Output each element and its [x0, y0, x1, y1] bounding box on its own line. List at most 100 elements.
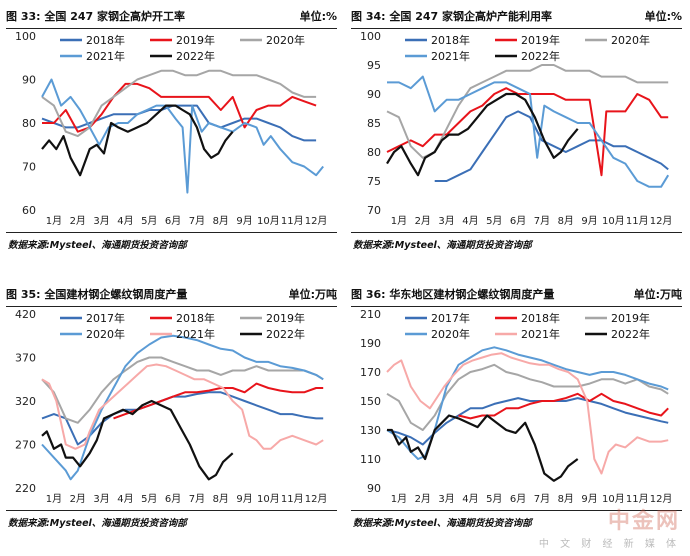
series-line-2021年 [41, 78, 324, 194]
y-tick-label: 90 [22, 74, 36, 87]
x-tick-label: 8月 [558, 493, 574, 505]
chart-unit: 单位:% [644, 10, 682, 23]
chart-unit: 单位:万吨 [633, 288, 682, 301]
x-tick-label: 12月 [305, 215, 328, 227]
chart-title: 图 35: 全国建材钢企螺纹钢周度产量 [6, 288, 188, 301]
x-tick-label: 4月 [462, 493, 478, 505]
chart-panel-35: 图 35: 全国建材钢企螺纹钢周度产量 单位:万吨 220 270 320 370 42… [0, 278, 345, 556]
x-tick-label: 3月 [93, 215, 109, 227]
legend-label: 2021年 [431, 49, 470, 63]
header-rule [351, 28, 682, 29]
series-line-2020年 [41, 334, 324, 481]
series-line-2022年 [41, 399, 234, 481]
x-tick-label: 11月 [626, 493, 649, 505]
series-line-2018年 [458, 392, 669, 420]
y-tick-label: 70 [22, 161, 36, 174]
x-tick-label: 1月 [391, 215, 407, 227]
x-tick-label: 4月 [117, 215, 133, 227]
chart-panel-36: 图 36: 华东地区建材钢企螺纹钢周度产量 单位:万吨 90 110 130 150 1… [345, 278, 690, 556]
legend-label: 2019年 [521, 33, 560, 47]
panel-header: 图 33: 全国 247 家钢企高炉开工率 单位:% [6, 2, 337, 28]
y-tick-label: 70 [367, 204, 381, 217]
series-line-2021年 [386, 352, 669, 475]
y-tick-label: 270 [15, 439, 36, 452]
x-tick-label: 10月 [602, 215, 625, 227]
footer-rule [6, 510, 337, 511]
x-tick-label: 10月 [257, 493, 280, 505]
chart-source: 数据来源:Mysteel、海通期货投资咨询部 [8, 240, 187, 251]
x-tick-label: 3月 [438, 493, 454, 505]
legend-label: 2022年 [266, 327, 305, 341]
legend-label: 2018年 [431, 33, 470, 47]
x-tick-label: 12月 [650, 493, 673, 505]
x-tick-label: 1月 [46, 493, 62, 505]
x-tick-label: 9月 [581, 215, 597, 227]
chart-plot: 90 110 130 150 170 190 210 1月 2月 3月 4月 5月 6月 7月 8月 9月 10… [360, 308, 673, 505]
legend-label: 2018年 [86, 33, 125, 47]
series-line-2022年 [387, 414, 579, 482]
legend-label: 2018年 [176, 311, 215, 325]
series-line-2019年 [41, 356, 324, 424]
x-tick-label: 1月 [46, 215, 62, 227]
x-tick-label: 6月 [510, 215, 526, 227]
x-tick-label: 5月 [141, 493, 157, 505]
x-tick-label: 11月 [281, 215, 304, 227]
chart-panel-34: 图 34: 全国 247 家钢企高炉产能利用率 单位:% 70 75 80 85 90 9… [345, 0, 690, 278]
y-tick-label: 420 [15, 308, 36, 321]
legend-label: 2021年 [86, 49, 125, 63]
y-tick-label: 220 [15, 482, 36, 495]
series-line-2021年 [41, 363, 324, 450]
y-tick-label: 100 [360, 30, 381, 43]
y-tick-label: 170 [360, 366, 381, 379]
y-tick-label: 190 [360, 337, 381, 350]
x-tick-label: 4月 [117, 493, 133, 505]
legend-label: 2021年 [176, 327, 215, 341]
y-tick-label: 80 [22, 117, 36, 130]
legend-label: 2017年 [86, 311, 125, 325]
x-tick-label: 7月 [189, 215, 205, 227]
legend-label: 2022年 [611, 327, 650, 341]
watermark: 中金网 中 文 财 经 新 媒 体 [539, 503, 680, 550]
x-tick-label: 1月 [391, 493, 407, 505]
header-rule [351, 306, 682, 307]
x-tick-label: 6月 [165, 493, 181, 505]
x-tick-label: 7月 [534, 493, 550, 505]
chart-unit: 单位:% [299, 10, 337, 23]
series-line-2019年 [386, 363, 669, 431]
x-tick-label: 12月 [305, 493, 328, 505]
x-tick-label: 5月 [486, 493, 502, 505]
chart-source: 数据来源:Mysteel、海通期货投资咨询部 [8, 518, 187, 529]
x-tick-label: 7月 [189, 493, 205, 505]
x-tick-label: 2月 [70, 493, 86, 505]
x-tick-label: 3月 [438, 215, 454, 227]
panel-header: 图 36: 华东地区建材钢企螺纹钢周度产量 单位:万吨 [351, 280, 682, 306]
footer-rule [351, 232, 682, 233]
series-line-2021年 [387, 75, 670, 188]
footer-rule [351, 510, 682, 511]
x-tick-label: 5月 [486, 215, 502, 227]
x-tick-label: 12月 [650, 215, 673, 227]
legend-label: 2018年 [521, 311, 560, 325]
y-tick-label: 150 [360, 395, 381, 408]
x-tick-label: 10月 [257, 215, 280, 227]
x-tick-label: 4月 [462, 215, 478, 227]
chart-title: 图 34: 全国 247 家钢企高炉产能利用率 [351, 10, 552, 23]
series-line-2017年 [41, 391, 324, 446]
chart-source: 数据来源:Mysteel、海通期货投资咨询部 [353, 518, 532, 529]
chart-panel-33: 图 33: 全国 247 家钢企高炉开工率 单位:% 60 70 80 90 100 1月… [0, 0, 345, 278]
legend-label: 2021年 [521, 327, 560, 341]
x-tick-label: 3月 [93, 493, 109, 505]
panel-header: 图 35: 全国建材钢企螺纹钢周度产量 单位:万吨 [6, 280, 337, 306]
x-tick-label: 9月 [581, 493, 597, 505]
y-tick-label: 60 [22, 204, 36, 217]
footer-rule [6, 232, 337, 233]
y-tick-label: 85 [367, 117, 381, 130]
y-tick-label: 90 [367, 482, 381, 495]
y-tick-label: 320 [15, 395, 36, 408]
y-tick-label: 100 [15, 30, 36, 43]
series-line-2022年 [386, 92, 579, 177]
x-tick-label: 8月 [213, 493, 229, 505]
panel-header: 图 34: 全国 247 家钢企高炉产能利用率 单位:% [351, 2, 682, 28]
legend-label: 2020年 [431, 327, 470, 341]
x-tick-label: 8月 [558, 215, 574, 227]
